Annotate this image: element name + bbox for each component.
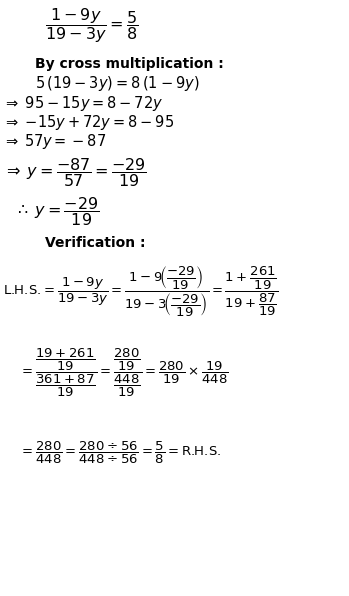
Text: $= \dfrac{\dfrac{19+261}{19}}{\dfrac{361+87}{19}} = \dfrac{\dfrac{280}{19}}{\dfr: $= \dfrac{\dfrac{19+261}{19}}{\dfrac{361… [19, 346, 229, 399]
Text: $5\,(19 - 3y) = 8\,(1 - 9y)$: $5\,(19 - 3y) = 8\,(1 - 9y)$ [35, 74, 200, 93]
Text: $\text{L.H.S.} = \dfrac{1-9y}{19-3y} = \dfrac{1-9\!\left(\dfrac{-29}{19}\right)}: $\text{L.H.S.} = \dfrac{1-9y}{19-3y} = \… [3, 265, 279, 319]
Text: By cross multiplication :: By cross multiplication : [35, 57, 224, 71]
Text: $\Rightarrow\; y = \dfrac{-87}{57} = \dfrac{-29}{19}$: $\Rightarrow\; y = \dfrac{-87}{57} = \df… [3, 156, 148, 190]
Text: $\Rightarrow\;{-}15y + 72y = 8 - 95$: $\Rightarrow\;{-}15y + 72y = 8 - 95$ [3, 113, 174, 132]
Text: $\Rightarrow\;57y = -87$: $\Rightarrow\;57y = -87$ [3, 132, 107, 151]
Text: $= \dfrac{280}{448} = \dfrac{280 \div 56}{448 \div 56} = \dfrac{5}{8} = \text{R.: $= \dfrac{280}{448} = \dfrac{280 \div 56… [19, 440, 222, 466]
Text: Verification :: Verification : [45, 235, 146, 250]
Text: $\dfrac{1-9y}{19-3y} = \dfrac{5}{8}$: $\dfrac{1-9y}{19-3y} = \dfrac{5}{8}$ [45, 5, 139, 45]
Text: $\therefore\; y = \dfrac{-29}{19}$: $\therefore\; y = \dfrac{-29}{19}$ [14, 195, 99, 228]
Text: $\Rightarrow\;95 - 15y = 8 - 72y$: $\Rightarrow\;95 - 15y = 8 - 72y$ [3, 94, 164, 113]
